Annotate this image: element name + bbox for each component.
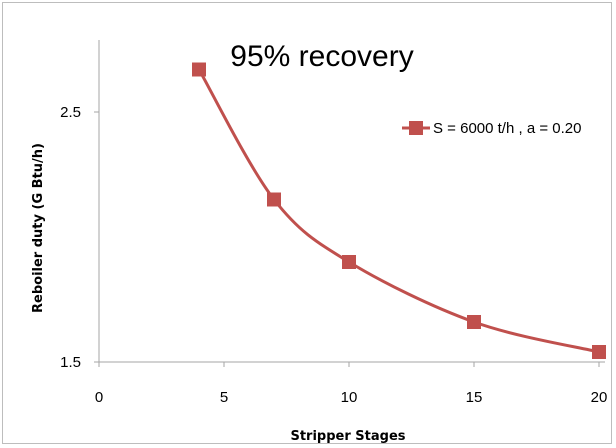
- series-layer: [192, 62, 606, 359]
- x-tick-label: 10: [341, 389, 358, 406]
- y-tick-label: 2.5: [60, 104, 81, 121]
- legend: S = 6000 t/h , a = 0.20: [402, 120, 581, 137]
- series-line: [197, 68, 600, 354]
- x-tick-label: 15: [466, 389, 483, 406]
- axes: 0 5 10 15 20 1.5 2.5: [60, 40, 607, 406]
- chart-frame: [2, 2, 612, 444]
- legend-marker: [409, 121, 423, 135]
- legend-label: S = 6000 t/h , a = 0.20: [433, 120, 581, 137]
- x-tick-label: 0: [95, 389, 103, 406]
- x-tick-label: 5: [220, 389, 228, 406]
- data-point-marker: [467, 315, 481, 329]
- x-axis-label: Stripper Stages: [290, 429, 405, 444]
- y-tick-label: 1.5: [60, 354, 81, 371]
- data-point-marker: [342, 255, 356, 269]
- data-point-marker: [192, 62, 206, 77]
- y-axis-label: Reboiler duty (G Btu/h): [31, 143, 46, 313]
- data-point-marker: [592, 345, 606, 359]
- chart-title: 95% recovery: [230, 40, 413, 73]
- data-point-marker: [267, 192, 281, 207]
- x-tick-label: 20: [591, 389, 608, 406]
